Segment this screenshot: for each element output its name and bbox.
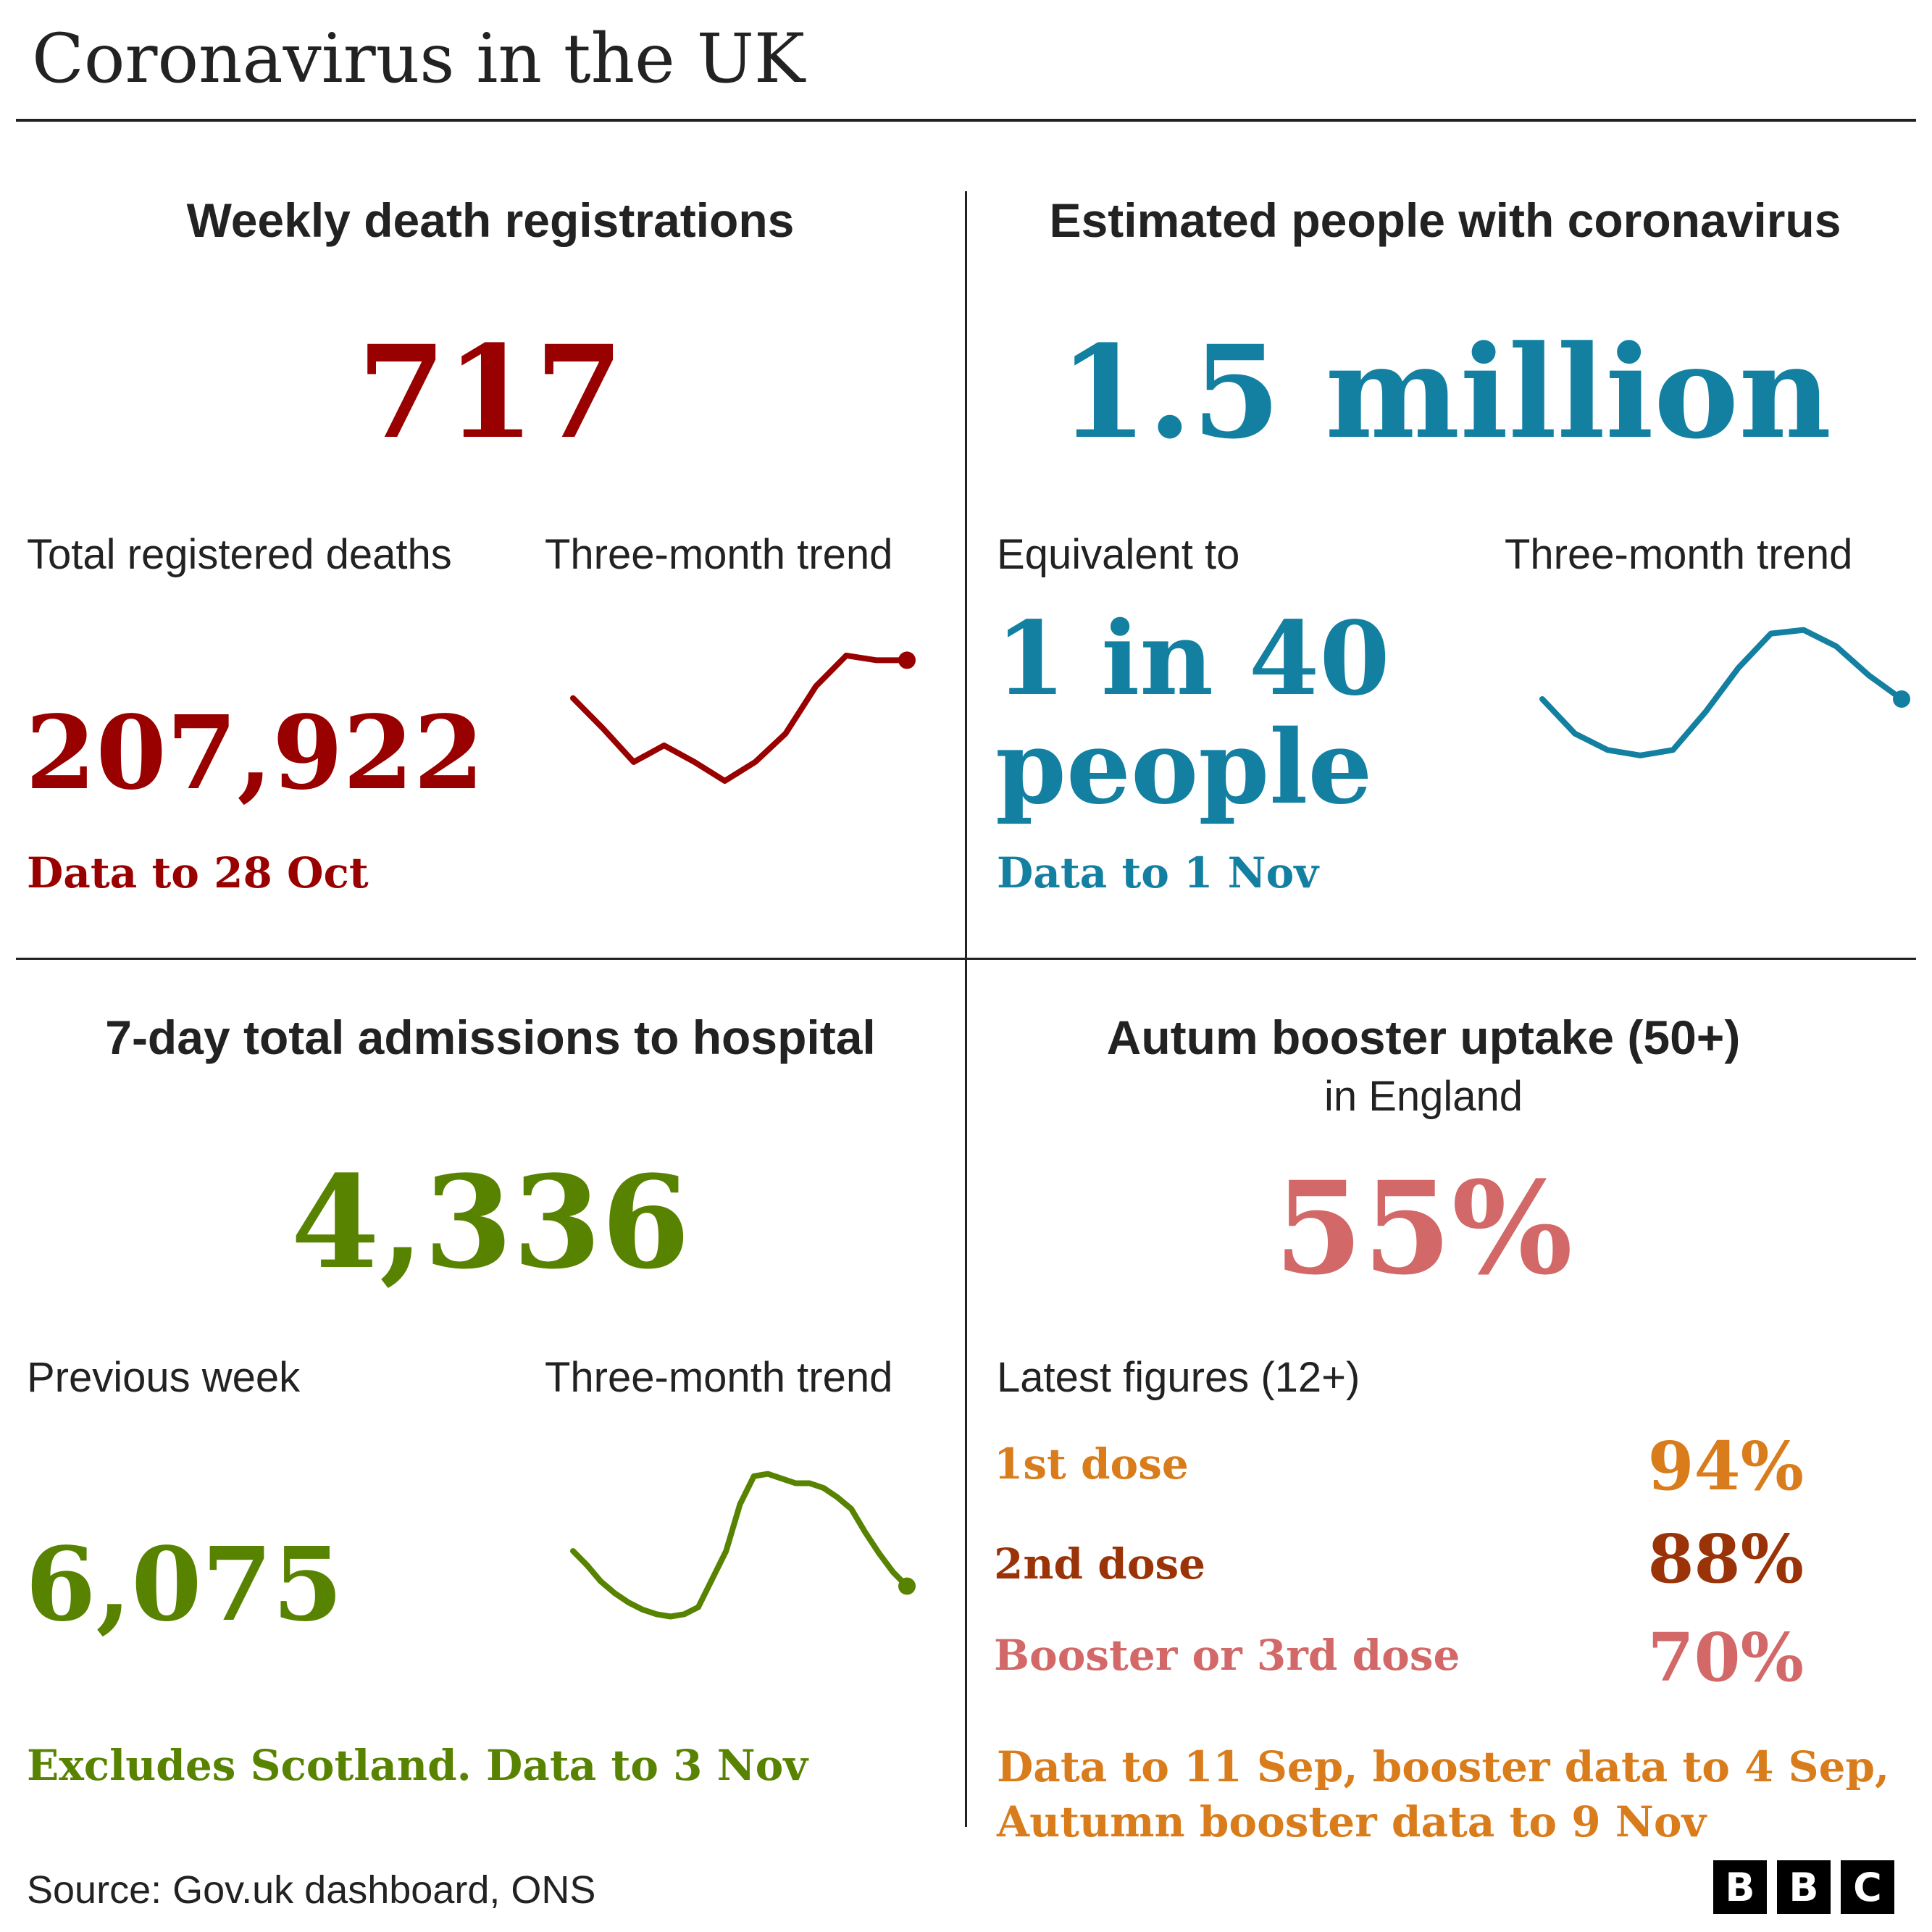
- cases-equiv-line2: people: [995, 708, 1373, 827]
- dose-label-first: 1st dose: [994, 1439, 1189, 1489]
- horizontal-divider: [16, 958, 1916, 960]
- hospital-heading: 7-day total admissions to hospital: [105, 1011, 876, 1064]
- deaths-total-label: Total registered deaths: [27, 531, 452, 578]
- bbc-logo-letter: B: [1713, 1860, 1767, 1914]
- vertical-divider: [965, 191, 967, 1827]
- hospital-prev-value: 6,075: [25, 1526, 343, 1644]
- dose-value-second: 88%: [1647, 1520, 1804, 1598]
- bbc-logo: B B C: [1713, 1860, 1894, 1914]
- hospital-trend-label: Three-month trend: [545, 1354, 893, 1401]
- cases-equiv-label: Equivalent to: [997, 531, 1240, 578]
- dose-label-second: 2nd dose: [994, 1539, 1206, 1589]
- booster-latest-label: Latest figures (12+): [997, 1354, 1360, 1401]
- page-title: Coronavirus in the UK: [32, 20, 806, 99]
- booster-note-line2: Autumn booster data to 9 Nov: [997, 1797, 1707, 1847]
- booster-heading: Autum booster uptake (50+): [1106, 1011, 1741, 1064]
- cases-trend-label: Three-month trend: [1505, 531, 1853, 578]
- deaths-trend-chart: [570, 651, 916, 784]
- hospital-value: 4,336: [290, 1147, 690, 1297]
- hospital-trend-chart: [570, 1471, 916, 1620]
- hospital-trend-line: [570, 1471, 910, 1620]
- deaths-value: 717: [357, 317, 624, 467]
- dose-value-first: 94%: [1647, 1427, 1804, 1505]
- dose-label-booster: Booster or 3rd dose: [994, 1631, 1460, 1680]
- cases-trend-endpoint: [1893, 690, 1910, 708]
- hospital-prev-label: Previous week: [27, 1354, 301, 1401]
- deaths-trend-endpoint: [898, 651, 916, 669]
- deaths-total-value: 207,922: [25, 694, 485, 813]
- cases-heading: Estimated people with coronavirus: [1049, 193, 1841, 247]
- cases-trend-line: [1539, 627, 1904, 758]
- cases-trend-chart: [1539, 627, 1910, 758]
- deaths-trend-label: Three-month trend: [545, 531, 893, 578]
- cases-value: 1.5 million: [1058, 317, 1832, 467]
- hospital-trend-endpoint: [898, 1577, 916, 1595]
- cases-note: Data to 1 Nov: [997, 848, 1319, 898]
- cases-equiv-line1: 1 in 40: [995, 600, 1390, 719]
- booster-subheading: in England: [1323, 1073, 1523, 1120]
- source-text: Source: Gov.uk dashboard, ONS: [27, 1868, 596, 1912]
- header-rule: [16, 119, 1916, 122]
- bbc-logo-letter: B: [1777, 1860, 1831, 1914]
- deaths-note: Data to 28 Oct: [27, 848, 369, 898]
- deaths-trend-line: [570, 652, 910, 784]
- dose-value-booster: 70%: [1647, 1618, 1804, 1697]
- deaths-heading: Weekly death registrations: [186, 193, 795, 247]
- bbc-logo-letter: C: [1841, 1860, 1894, 1914]
- booster-value: 55%: [1274, 1153, 1573, 1303]
- booster-note-line1: Data to 11 Sep, booster data to 4 Sep,: [997, 1742, 1890, 1791]
- hospital-note: Excludes Scotland. Data to 3 Nov: [27, 1741, 808, 1790]
